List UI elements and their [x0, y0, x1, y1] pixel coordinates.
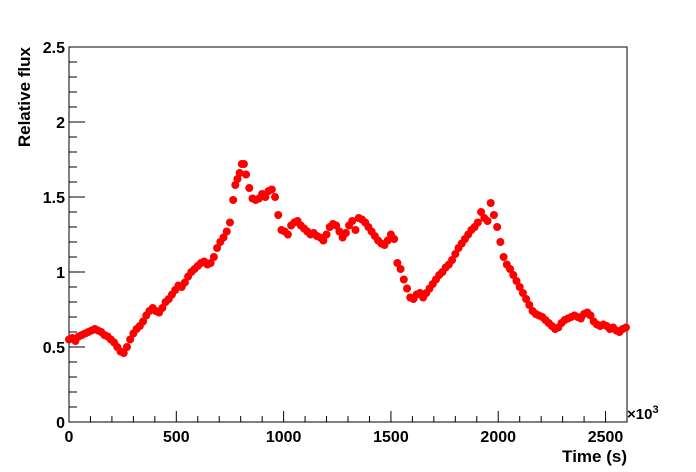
y-axis-title: Relative flux	[15, 46, 34, 147]
data-point	[283, 230, 292, 239]
data-point	[506, 265, 515, 273]
data-point	[271, 193, 280, 201]
data-point	[245, 184, 254, 192]
data-point	[213, 244, 222, 252]
data-point	[499, 253, 508, 261]
data-point	[158, 304, 167, 312]
data-point	[525, 301, 534, 309]
data-point	[261, 193, 270, 201]
data-point	[267, 185, 276, 194]
y-tick-label: 1	[56, 265, 65, 282]
x-axis-title: Time (s)	[562, 447, 627, 466]
data-point	[396, 265, 405, 273]
x-tick-label: 1000	[266, 429, 302, 446]
data-point	[451, 250, 460, 258]
data-point	[486, 199, 495, 207]
y-tick-label: 1.5	[43, 190, 65, 207]
x-axis-multiplier: ×103	[627, 404, 659, 423]
data-point	[518, 289, 527, 297]
data-point	[126, 335, 135, 344]
data-point	[235, 169, 244, 177]
data-point	[274, 211, 283, 219]
data-point	[229, 196, 238, 204]
data-point	[509, 271, 518, 279]
data-point	[515, 283, 524, 291]
data-point	[222, 227, 231, 236]
data-point	[399, 275, 408, 284]
axis-ticks	[68, 46, 628, 423]
y-tick-label: 0	[56, 415, 65, 432]
data-point	[393, 259, 402, 267]
data-point	[242, 170, 251, 179]
data-point	[122, 343, 131, 351]
x-tick-label: 0	[65, 429, 74, 446]
data-point	[322, 230, 331, 239]
data-point	[139, 317, 148, 326]
data-point	[180, 278, 189, 287]
data-point	[522, 295, 531, 303]
data-point	[477, 208, 486, 216]
data-point	[233, 175, 242, 183]
data-point	[403, 284, 412, 293]
data-point	[341, 229, 350, 237]
data-point	[448, 256, 457, 264]
data-point	[390, 235, 399, 243]
data-point	[489, 211, 498, 219]
data-point	[512, 277, 521, 285]
data-point	[493, 223, 502, 231]
x-tick-label: 2500	[588, 429, 624, 446]
data-point	[231, 181, 240, 189]
x-tick-label: 2000	[480, 429, 516, 446]
data-point	[586, 311, 595, 320]
data-point	[219, 233, 228, 242]
y-tick-labels: 0 0.5 1 1.5 2 2.5	[43, 40, 65, 432]
x-axis-multiplier-base: ×10	[627, 406, 652, 423]
data-point	[239, 160, 248, 168]
data-points	[65, 160, 630, 357]
x-tick-labels: 0 500 1000 1500 2000 2500	[65, 429, 624, 446]
y-tick-label: 2	[56, 115, 65, 132]
data-point	[206, 259, 215, 267]
x-tick-label: 500	[163, 429, 190, 446]
x-axis-multiplier-exponent: 3	[652, 404, 658, 416]
data-point	[348, 217, 357, 225]
data-point	[319, 236, 328, 245]
data-point	[225, 218, 234, 227]
data-point	[209, 253, 218, 261]
data-point	[351, 226, 360, 234]
x-tick-label: 1500	[373, 429, 409, 446]
data-point	[621, 323, 630, 332]
y-tick-label: 0.5	[43, 340, 65, 357]
data-point	[119, 349, 128, 357]
data-point	[332, 221, 341, 230]
data-point	[496, 238, 505, 246]
data-point	[473, 218, 482, 227]
data-point	[483, 217, 492, 225]
data-point	[383, 236, 392, 245]
y-tick-label: 2.5	[43, 40, 65, 57]
data-point	[335, 227, 344, 236]
